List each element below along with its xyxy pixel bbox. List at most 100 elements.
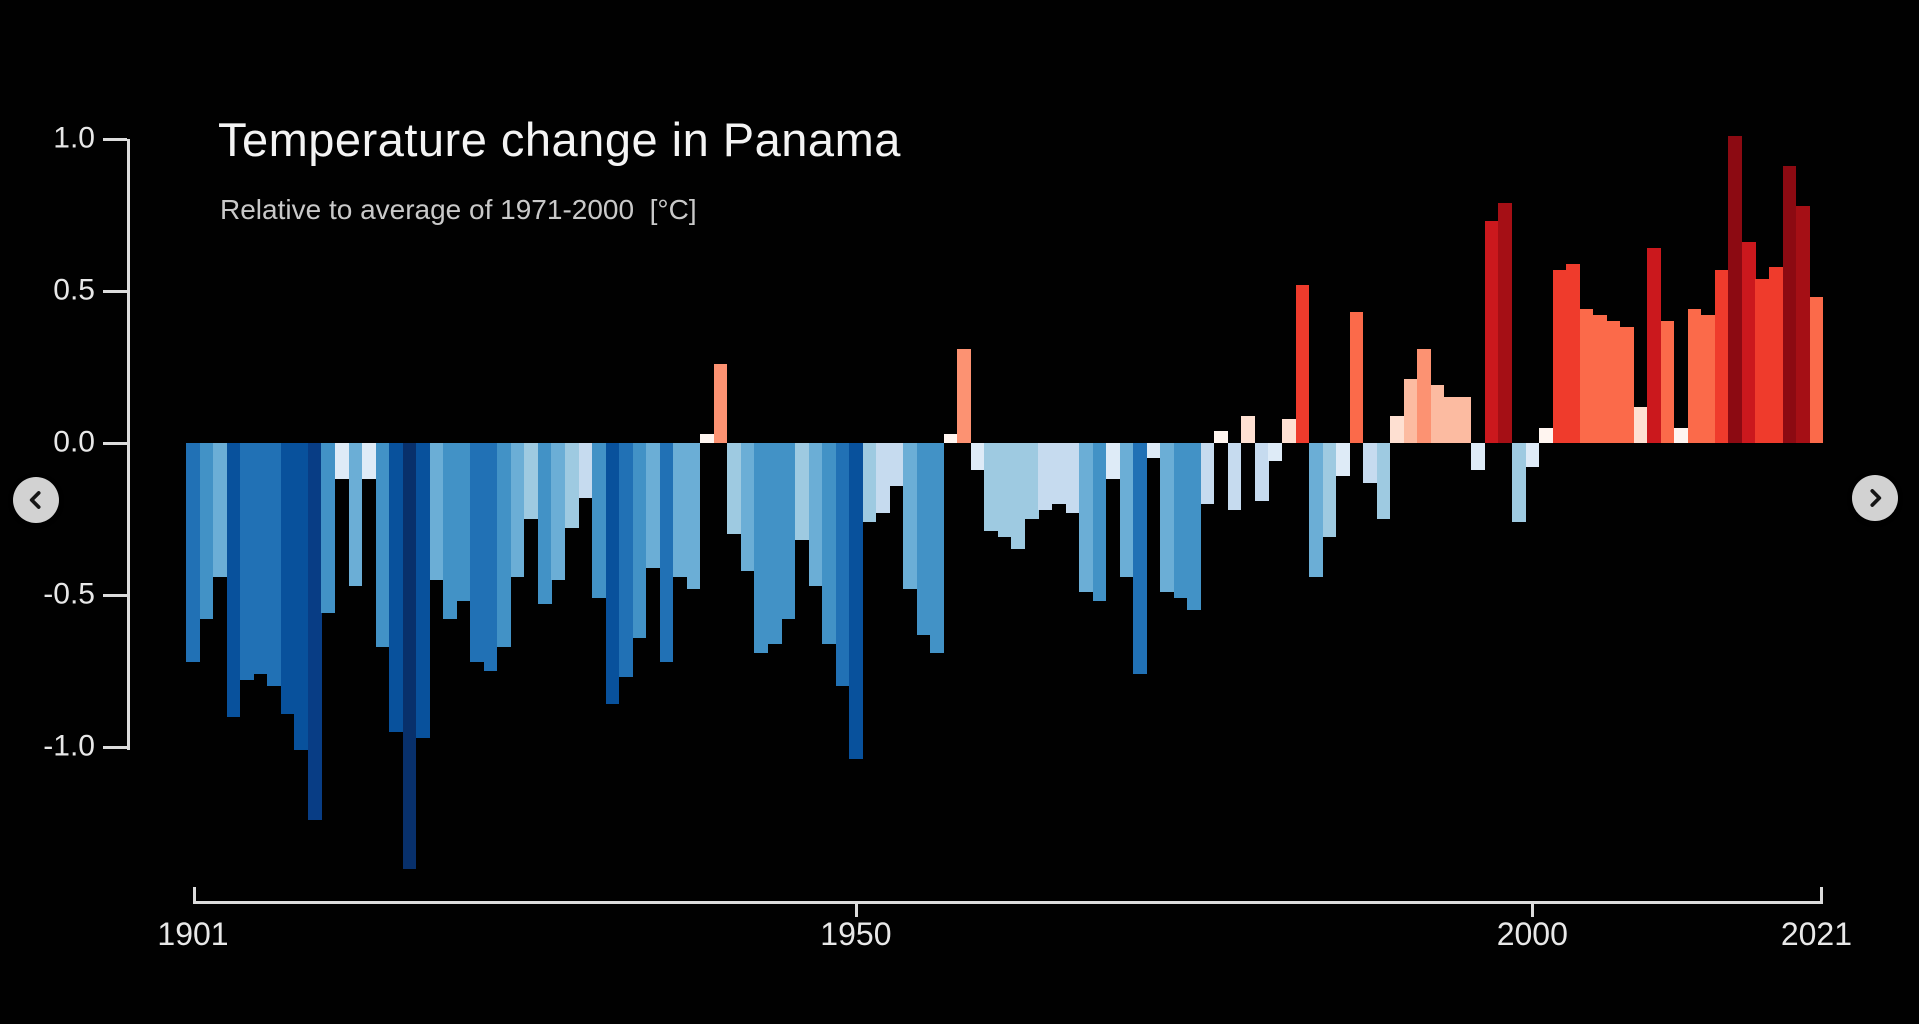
x-tick-label: 1901 <box>157 916 229 952</box>
y-tick <box>103 594 127 597</box>
bar-1953 <box>889 443 904 486</box>
bar-1920 <box>443 443 457 620</box>
bar-1951 <box>862 443 877 523</box>
bar-1968 <box>1092 443 1107 602</box>
bar-1992 <box>1417 348 1431 443</box>
bar-1970 <box>1119 443 1134 577</box>
bar-2012 <box>1687 309 1702 443</box>
y-tick-label: -1.0 <box>43 729 95 763</box>
bar-2009 <box>1647 248 1661 443</box>
bar-1972 <box>1146 443 1161 459</box>
y-tick <box>103 290 127 293</box>
bar-1919 <box>429 443 444 580</box>
bar-1988 <box>1363 443 1377 483</box>
y-tick-label: -0.5 <box>43 577 95 611</box>
bar-1971 <box>1133 443 1147 675</box>
bar-2001 <box>1539 427 1553 443</box>
bar-1947 <box>808 443 823 586</box>
bar-1918 <box>416 443 430 738</box>
bar-1991 <box>1403 379 1418 443</box>
x-tick-label: 2021 <box>1780 916 1852 952</box>
bar-1987 <box>1349 312 1364 443</box>
bar-1961 <box>997 443 1012 538</box>
bar-1948 <box>822 443 836 644</box>
bar-2004 <box>1579 309 1594 443</box>
bar-2002 <box>1552 269 1567 443</box>
x-tick-label: 1950 <box>820 916 892 952</box>
bar-1986 <box>1336 443 1350 477</box>
bar-1957 <box>943 433 958 443</box>
bar-1979 <box>1241 415 1255 443</box>
chevron-right-icon <box>1862 485 1888 511</box>
y-tick <box>103 746 127 749</box>
x-axis-end-cap <box>193 887 196 902</box>
bar-1995 <box>1457 397 1472 443</box>
bar-2005 <box>1593 315 1607 443</box>
page-subtitle: Relative to average of 1971-2000 [°C] <box>220 194 697 225</box>
bar-1973 <box>1160 443 1174 592</box>
bar-1928 <box>551 443 566 580</box>
bar-1956 <box>930 443 944 653</box>
y-tick <box>103 138 127 141</box>
bar-1913 <box>348 443 363 586</box>
bar-1944 <box>767 443 782 644</box>
bar-1993 <box>1430 385 1445 443</box>
bar-1937 <box>673 443 687 577</box>
bar-1902 <box>199 443 214 620</box>
bar-1906 <box>253 443 268 675</box>
bar-1976 <box>1200 443 1215 504</box>
bar-2017 <box>1755 278 1770 443</box>
bar-1996 <box>1471 443 1485 471</box>
bar-1942 <box>740 443 755 571</box>
bar-1904 <box>226 443 241 717</box>
bar-1982 <box>1282 418 1296 443</box>
prev-country-button[interactable] <box>13 477 59 523</box>
bar-1922 <box>470 443 484 662</box>
bar-1929 <box>564 443 579 529</box>
bar-1939 <box>700 433 714 443</box>
x-axis-line <box>193 901 1823 904</box>
bar-1999 <box>1511 443 1526 523</box>
bar-1931 <box>592 443 606 599</box>
bar-1917 <box>402 443 417 869</box>
bar-2006 <box>1606 321 1621 443</box>
x-tick <box>1531 904 1535 917</box>
bar-1945 <box>781 443 796 620</box>
bar-1983 <box>1295 284 1310 443</box>
y-tick-label: 0.0 <box>53 425 95 459</box>
bar-1952 <box>876 443 890 513</box>
y-tick <box>103 442 127 445</box>
bar-1930 <box>578 443 593 498</box>
bar-1967 <box>1079 443 1093 592</box>
bar-2011 <box>1674 427 1688 443</box>
bar-1985 <box>1322 443 1337 538</box>
bar-1933 <box>619 443 633 678</box>
bar-1943 <box>754 443 768 653</box>
bar-1974 <box>1173 443 1188 599</box>
bar-2020 <box>1796 205 1810 443</box>
bar-1921 <box>456 443 471 602</box>
bar-1938 <box>686 443 701 589</box>
chevron-left-icon <box>23 487 49 513</box>
bar-1908 <box>280 443 295 714</box>
bar-1940 <box>713 363 728 443</box>
bar-1932 <box>605 443 620 705</box>
bar-1903 <box>213 443 227 577</box>
bar-1966 <box>1065 443 1080 513</box>
bar-1936 <box>659 443 674 662</box>
bar-1958 <box>957 348 971 443</box>
next-country-button[interactable] <box>1852 475 1898 521</box>
bar-2018 <box>1769 266 1783 443</box>
bar-1960 <box>984 443 998 532</box>
bar-1980 <box>1254 443 1269 501</box>
bar-1965 <box>1052 443 1066 504</box>
bar-1955 <box>916 443 931 635</box>
bar-1934 <box>632 443 647 638</box>
bar-1901 <box>186 443 200 662</box>
bar-1962 <box>1011 443 1026 550</box>
bar-2016 <box>1741 242 1756 443</box>
bar-1941 <box>727 443 741 535</box>
bar-1964 <box>1038 443 1053 510</box>
x-tick-label: 2000 <box>1496 916 1568 952</box>
bar-1997 <box>1484 221 1499 443</box>
